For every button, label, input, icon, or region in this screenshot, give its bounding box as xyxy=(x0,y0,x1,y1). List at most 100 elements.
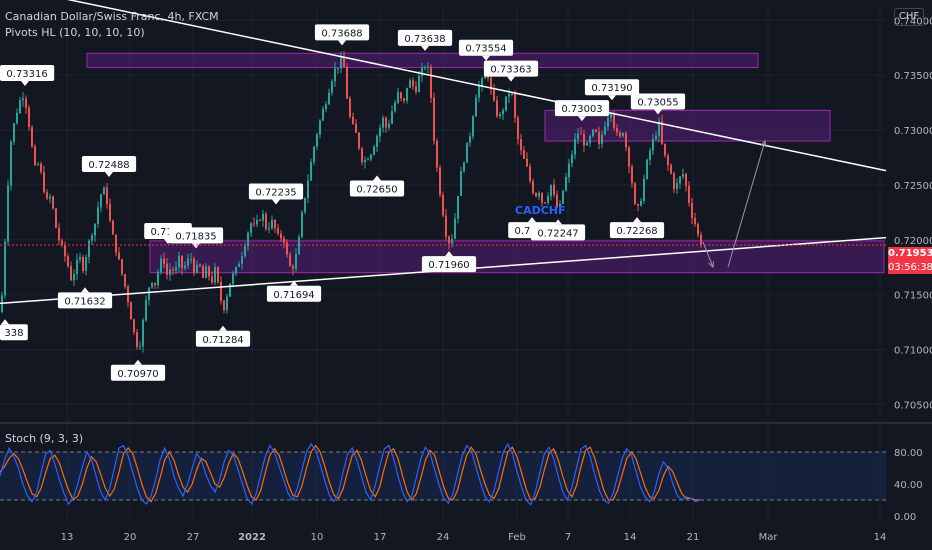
candle-body xyxy=(607,117,609,127)
pivot-text: 0.7188 xyxy=(151,227,186,238)
candle-body xyxy=(490,78,492,90)
candle-body xyxy=(232,273,234,284)
pivot-text: 0.71835 xyxy=(175,231,216,242)
pivot-text: 0.72488 xyxy=(88,160,129,171)
candle-body xyxy=(205,266,207,278)
candle-body xyxy=(304,197,306,213)
pivot-box xyxy=(266,285,322,302)
candle-body xyxy=(106,187,108,205)
candle-body xyxy=(175,267,177,271)
pivot-text: 0.73638 xyxy=(404,34,445,45)
candle-body xyxy=(529,166,531,182)
candle-body xyxy=(337,68,339,70)
candle-body xyxy=(286,242,288,255)
pivot-label: 0.72488 xyxy=(81,156,137,178)
pivot-box xyxy=(0,64,55,81)
pivot-box xyxy=(195,330,251,347)
candle-body xyxy=(562,190,564,204)
price-tick-label: 0.70500 xyxy=(894,400,932,411)
pivot-pointer xyxy=(21,80,29,86)
candle-body xyxy=(274,219,276,229)
candle-body xyxy=(160,258,162,272)
price-tick-label: 0.72000 xyxy=(894,236,932,247)
candle-body xyxy=(667,155,669,166)
candle-body xyxy=(394,102,396,112)
pivot-label: 0.73638 xyxy=(397,29,453,51)
pivot-pointer xyxy=(554,219,562,225)
candle-body xyxy=(283,238,285,243)
candle-body xyxy=(508,94,510,97)
candle-body xyxy=(223,300,225,311)
candle-body xyxy=(148,287,150,300)
pivot-pointer xyxy=(290,280,298,286)
price-tick-label: 0.72500 xyxy=(894,181,932,192)
candlestick-series xyxy=(1,51,702,353)
pivot-pointer xyxy=(338,40,346,46)
candle-body xyxy=(553,184,555,195)
candle-body xyxy=(406,87,408,101)
candle-body xyxy=(88,240,90,258)
candle-body xyxy=(685,173,687,186)
candle-body xyxy=(292,266,294,269)
candle-body xyxy=(301,212,303,237)
pivot-box xyxy=(314,24,370,41)
candle-body xyxy=(631,166,633,184)
candle-body xyxy=(34,146,36,165)
candle-body xyxy=(322,109,324,121)
candle-body xyxy=(691,202,693,219)
candle-body xyxy=(109,204,111,221)
stoch-indicator-legend[interactable]: Stoch (9, 3, 3) xyxy=(5,432,84,445)
candle-body xyxy=(4,241,6,296)
candle-body xyxy=(190,258,192,260)
grid-lines xyxy=(0,5,886,520)
candle-body xyxy=(460,171,462,196)
projection-segment xyxy=(702,241,714,268)
pivot-label: 338 xyxy=(0,319,28,341)
time-axis: 13 20 27 2022 10 17 24 Feb 7 14 21 Mar 14 xyxy=(61,532,887,543)
candle-body xyxy=(571,154,573,164)
stoch-tick-label: 0.00 xyxy=(894,512,916,523)
candle-body xyxy=(181,255,183,269)
candle-body xyxy=(436,140,438,168)
candle-body xyxy=(73,274,75,281)
candle-body xyxy=(613,113,615,128)
candle-body xyxy=(466,142,468,163)
candle-body xyxy=(280,233,282,239)
candle-body xyxy=(310,162,312,181)
candle-body xyxy=(130,302,132,320)
stoch-panel: 80.00 40.00 0.00 xyxy=(0,442,923,523)
candle-body xyxy=(658,121,660,136)
pivots-indicator-legend[interactable]: Pivots HL (10, 10, 10, 10) xyxy=(5,26,145,39)
candle-body xyxy=(598,131,600,144)
candle-body xyxy=(373,146,375,155)
candle-body xyxy=(382,117,384,128)
candle-body xyxy=(76,259,78,275)
candle-body xyxy=(550,184,552,197)
candle-body xyxy=(595,129,597,132)
price-tick-label: 0.73500 xyxy=(894,71,932,82)
candle-body xyxy=(298,236,300,255)
pivot-text: 0.71632 xyxy=(64,296,105,307)
stoch-tick-label: 80.00 xyxy=(894,448,923,459)
pivot-text: 0.72247 xyxy=(537,228,578,239)
arrow-head xyxy=(760,139,767,148)
candle-body xyxy=(370,154,372,160)
candle-body xyxy=(694,218,696,225)
candle-body xyxy=(10,141,12,186)
currency-badge[interactable]: CHF xyxy=(894,8,924,26)
candle-body xyxy=(628,147,630,167)
pivot-pointer xyxy=(421,45,429,51)
candle-body xyxy=(589,136,591,143)
candle-body xyxy=(334,68,336,82)
candle-body xyxy=(97,207,99,224)
candle-body xyxy=(169,269,171,275)
candle-body xyxy=(211,276,213,283)
candle-body xyxy=(331,81,333,93)
candle-body xyxy=(523,150,525,159)
candle-body xyxy=(157,271,159,286)
candle-body xyxy=(526,158,528,167)
pivot-text: 0.72268 xyxy=(616,226,657,237)
candle-body xyxy=(121,259,123,275)
candle-body xyxy=(421,68,423,76)
